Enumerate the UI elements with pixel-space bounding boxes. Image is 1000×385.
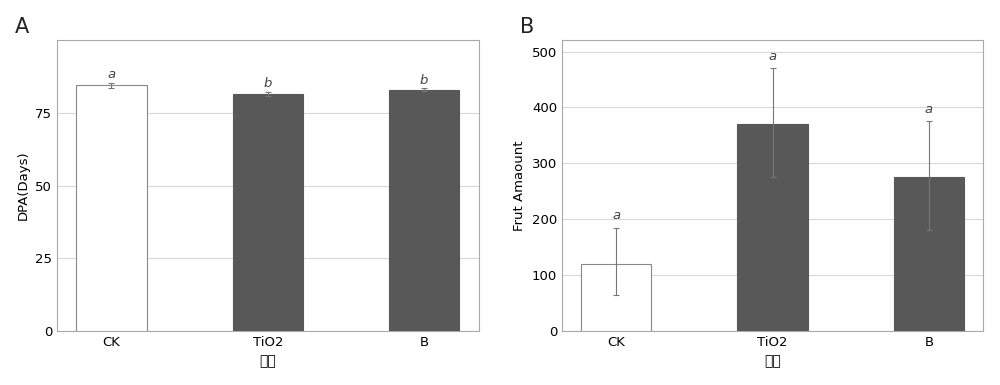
Text: a: a xyxy=(925,103,933,116)
Bar xyxy=(581,264,651,331)
Bar xyxy=(737,124,808,331)
Text: a: a xyxy=(107,68,115,81)
Text: B: B xyxy=(520,17,534,37)
Text: a: a xyxy=(612,209,620,222)
X-axis label: 处理: 处理 xyxy=(259,354,276,368)
Text: b: b xyxy=(420,74,428,87)
Text: b: b xyxy=(264,77,272,90)
Bar xyxy=(233,94,303,331)
Y-axis label: DPA(Days): DPA(Days) xyxy=(17,151,30,221)
Bar xyxy=(76,85,147,331)
Y-axis label: Frut Amaount: Frut Amaount xyxy=(513,141,526,231)
Text: A: A xyxy=(15,17,29,37)
Bar xyxy=(389,90,459,331)
Text: a: a xyxy=(769,50,777,63)
Bar xyxy=(894,177,964,331)
X-axis label: 处理: 处理 xyxy=(764,354,781,368)
